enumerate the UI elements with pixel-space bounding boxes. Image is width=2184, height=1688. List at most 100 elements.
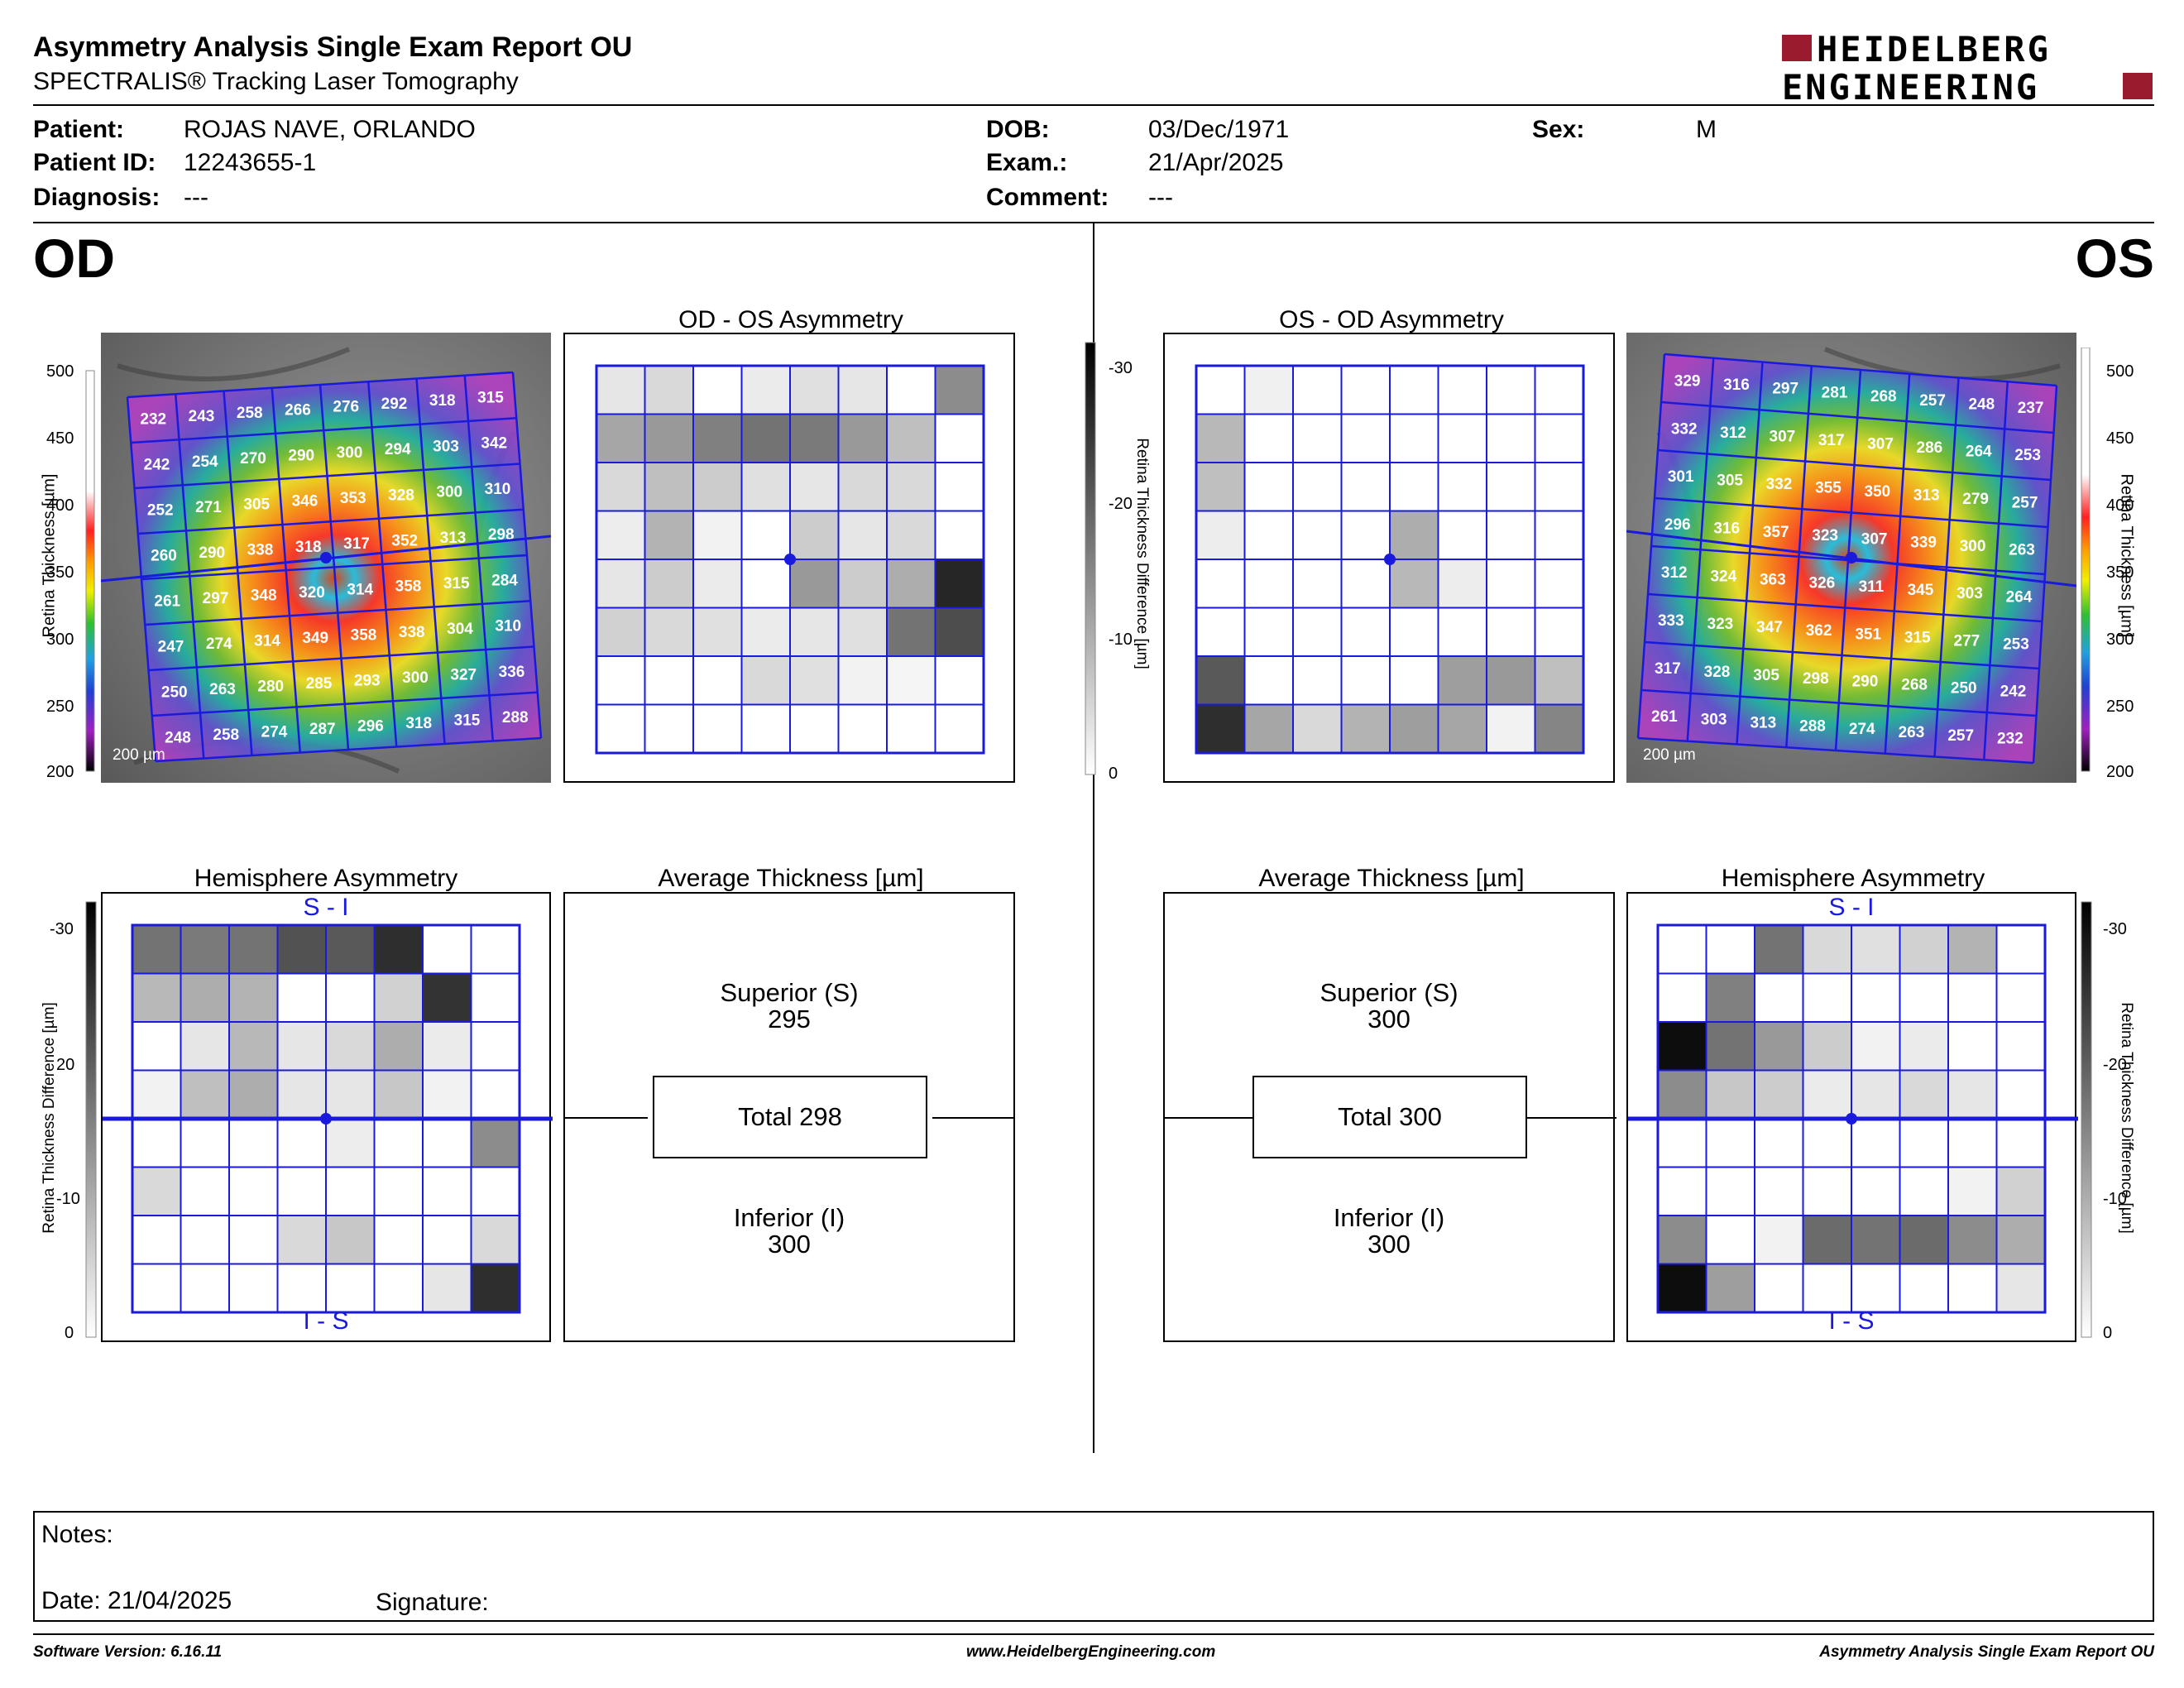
os-hemi-tick-0: -30 — [2103, 920, 2127, 938]
asymmetry-cell — [886, 655, 936, 706]
od-thick-tick-2: 400 — [46, 496, 74, 515]
thickness-value: 277 — [1954, 632, 1980, 650]
thickness-value: 292 — [381, 396, 408, 413]
asymmetry-cell — [1899, 1215, 1949, 1265]
os-hemi-tick-1: -20 — [2103, 1056, 2127, 1074]
asymmetry-cell — [373, 1166, 424, 1216]
report-subtitle: SPECTRALIS® Tracking Laser Tomography — [33, 68, 519, 95]
thickness-value: 293 — [354, 673, 381, 690]
asymmetry-cell — [596, 510, 646, 560]
od-avg-line-right — [932, 1117, 1015, 1119]
thickness-value: 317 — [343, 535, 370, 553]
patient-name: ROJAS NAVE, ORLANDO — [184, 116, 476, 143]
thickness-value: 250 — [161, 684, 188, 702]
asymmetry-cell — [789, 559, 840, 609]
thickness-value: 313 — [1913, 487, 1940, 504]
asymmetry-cell — [1851, 1021, 1901, 1072]
thickness-value: 264 — [2006, 588, 2033, 606]
thickness-value: 253 — [2003, 635, 2029, 653]
od-superior-value: 295 — [768, 1005, 811, 1033]
asymmetry-cell — [1802, 972, 1852, 1023]
asymmetry-cell — [132, 1069, 182, 1120]
thickness-value: 333 — [1658, 612, 1684, 630]
os-superior-value: 300 — [1367, 1005, 1410, 1033]
thickness-value: 263 — [2009, 541, 2035, 559]
od-superior-label: Superior (S) — [720, 978, 859, 1007]
thickness-value: 243 — [189, 408, 215, 425]
os-hemi-si-label: S - I — [1828, 894, 1875, 921]
asymmetry-cell — [422, 1263, 472, 1313]
asymmetry-cell — [1389, 703, 1439, 754]
dob-label: DOB: — [986, 116, 1050, 143]
os-thick-tick-1: 450 — [2106, 429, 2134, 448]
od-os-asymmetry-title: OD - OS Asymmetry — [678, 306, 903, 333]
asymmetry-cell — [886, 510, 936, 560]
asymmetry-cell — [886, 413, 936, 463]
thickness-value: 313 — [1750, 715, 1776, 732]
asymmetry-cell — [837, 559, 888, 609]
grid-border — [1195, 364, 1585, 755]
os-thick-tick-4: 300 — [2106, 631, 2134, 649]
asymmetry-cell — [422, 924, 472, 975]
thickness-value: 258 — [213, 727, 239, 744]
asymmetry-cell — [1389, 413, 1439, 463]
thickness-value: 270 — [240, 450, 266, 468]
asymmetry-cell — [422, 1215, 472, 1265]
thickness-value: 328 — [388, 487, 414, 504]
footer-website-link[interactable]: www.HeidelbergEngineering.com — [966, 1643, 1216, 1661]
asymmetry-cell — [325, 1166, 376, 1216]
asymmetry-cell — [1437, 559, 1487, 609]
asymmetry-cell — [180, 1021, 230, 1072]
asymmetry-cell — [934, 559, 984, 609]
thickness-value: 285 — [306, 675, 333, 693]
asymmetry-cell — [1657, 1069, 1707, 1120]
os-thickness-axis-label: Retina Thickness [µm] — [2117, 473, 2136, 638]
asymmetry-cell — [470, 924, 520, 975]
thickness-value: 301 — [1668, 468, 1694, 486]
os-od-asymmetry-grid — [1195, 364, 1585, 755]
asymmetry-cell — [1995, 1118, 2046, 1168]
asymmetry-cell — [373, 1215, 424, 1265]
od-thick-tick-1: 450 — [46, 429, 74, 448]
os-total-box: Total 300 — [1252, 1076, 1527, 1158]
asymmetry-cell — [1195, 607, 1246, 657]
asymmetry-cell — [886, 462, 936, 512]
asymmetry-cell — [1802, 1118, 1852, 1168]
thickness-value: 253 — [2014, 447, 2041, 464]
thickness-value: 263 — [209, 681, 236, 698]
thickness-value: 290 — [199, 544, 225, 562]
asymmetry-cell — [470, 1215, 520, 1265]
asymmetry-cell — [1389, 559, 1439, 609]
asymmetry-cell — [837, 413, 888, 463]
asymmetry-cell — [228, 1021, 279, 1072]
asymmetry-cell — [1486, 462, 1536, 512]
asymmetry-cell — [596, 655, 646, 706]
asymmetry-cell — [1947, 1021, 1998, 1072]
thickness-value: 254 — [192, 453, 218, 471]
asymmetry-cell — [1802, 1021, 1852, 1072]
os-hemi-is-label: I - S — [1828, 1307, 1875, 1335]
od-inferior-value: 300 — [768, 1230, 811, 1259]
asymmetry-cell — [1705, 1021, 1755, 1072]
asymmetry-cell — [422, 1118, 472, 1168]
thickness-value: 349 — [302, 630, 328, 647]
logo-mark: HEIDELBERG ENGINEERING — [1782, 29, 2153, 108]
od-os-asymmetry-grid — [595, 364, 985, 755]
os-thickness-axis: 500 450 400 350 300 250 200 — [2076, 347, 2151, 781]
thickness-value: 232 — [1997, 731, 2024, 748]
thickness-value: 346 — [292, 493, 318, 511]
asymmetry-cell — [837, 607, 888, 657]
asymmetry-cell — [325, 1215, 376, 1265]
asymmetry-cell — [132, 1166, 182, 1216]
grid-line-horizontal — [1637, 736, 2034, 765]
grid-line-horizontal — [1644, 640, 2040, 670]
asymmetry-cell — [644, 703, 694, 754]
center-diff-tick-3: 0 — [1109, 765, 1118, 783]
os-hemi-tick-3: 0 — [2103, 1324, 2113, 1342]
os-fundus-image: 329 316 297 281 268 257 248 237 332 312 307 317 307 2… — [1626, 333, 2077, 783]
asymmetry-cell — [740, 365, 791, 415]
thickness-value: 315 — [443, 575, 470, 592]
thickness-value: 287 — [309, 721, 336, 738]
thickness-value: 252 — [147, 502, 174, 520]
comment-label: Comment: — [986, 184, 1109, 211]
